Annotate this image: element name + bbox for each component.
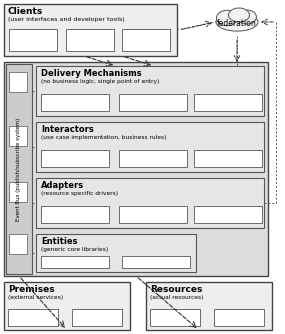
Text: federation: federation [217, 18, 257, 27]
Bar [36, 178, 264, 228]
Bar [150, 309, 200, 326]
Bar [4, 282, 130, 330]
Bar [9, 182, 27, 202]
Text: (generic core libraries): (generic core libraries) [41, 247, 108, 252]
Bar [36, 66, 264, 116]
Bar [9, 234, 27, 254]
Bar [119, 94, 187, 111]
Text: Event Bus (publish/subscribe system): Event Bus (publish/subscribe system) [17, 117, 21, 221]
Bar [146, 282, 272, 330]
Text: Interactors: Interactors [41, 125, 94, 134]
Text: (actual resources): (actual resources) [150, 295, 203, 300]
Text: Delivery Mechanisms: Delivery Mechanisms [41, 69, 142, 78]
Bar [72, 309, 122, 326]
Bar [9, 29, 57, 51]
Text: Premises: Premises [8, 285, 55, 294]
Bar [194, 206, 262, 223]
Bar [36, 122, 264, 172]
Text: Adapters: Adapters [41, 181, 84, 190]
Bar [8, 309, 58, 326]
Bar [9, 126, 27, 146]
Ellipse shape [238, 10, 256, 24]
Bar [66, 29, 114, 51]
Bar [6, 64, 32, 274]
Ellipse shape [229, 8, 249, 22]
Bar [41, 256, 109, 268]
Text: (no business logic, single point of entry): (no business logic, single point of entr… [41, 79, 159, 84]
Ellipse shape [217, 10, 237, 26]
Bar [41, 206, 109, 223]
Bar [119, 150, 187, 167]
Text: Clients: Clients [8, 7, 43, 16]
Text: (external services): (external services) [8, 295, 63, 300]
Bar [122, 256, 190, 268]
Bar [119, 206, 187, 223]
Bar [4, 62, 268, 276]
Bar [41, 94, 109, 111]
Ellipse shape [216, 13, 258, 31]
Text: (use case implementation, business rules): (use case implementation, business rules… [41, 135, 166, 140]
Bar [122, 29, 170, 51]
Text: (resource specific drivers): (resource specific drivers) [41, 191, 118, 196]
Bar [4, 4, 177, 56]
Bar [9, 72, 27, 92]
Bar [36, 234, 196, 272]
Bar [194, 94, 262, 111]
Bar [41, 150, 109, 167]
Text: Entities: Entities [41, 237, 78, 246]
Text: Resources: Resources [150, 285, 202, 294]
Text: (user interfaces and developer tools): (user interfaces and developer tools) [8, 17, 125, 22]
Bar [194, 150, 262, 167]
Bar [214, 309, 264, 326]
